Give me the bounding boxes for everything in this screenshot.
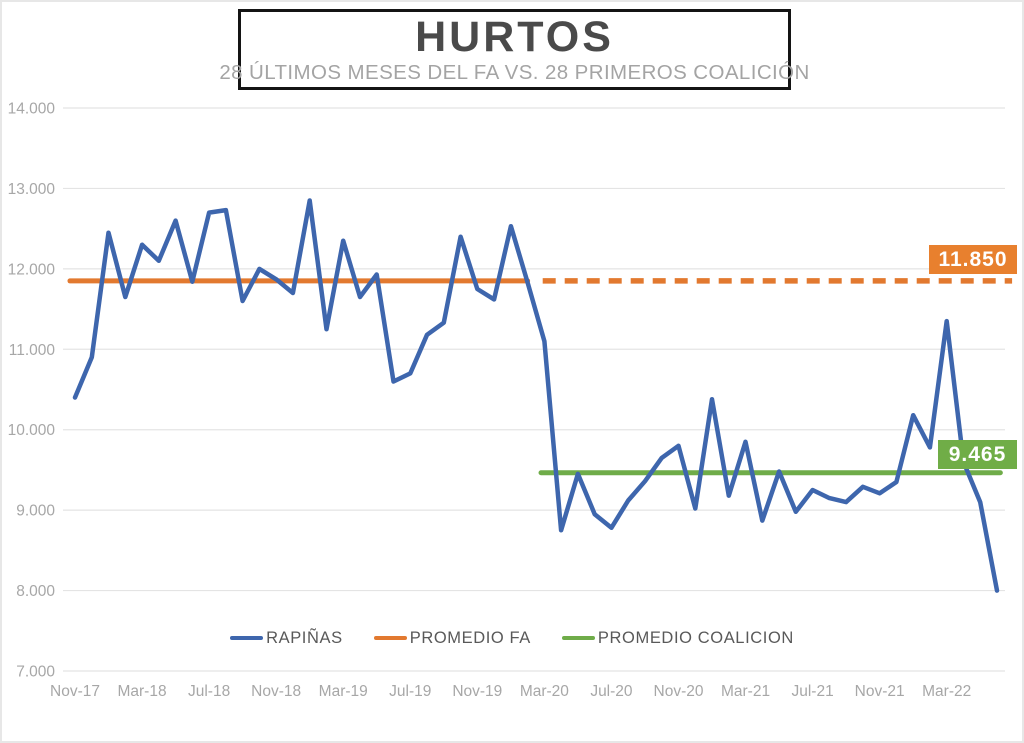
- y-axis-tick-13.000: 13.000: [8, 181, 56, 198]
- x-axis-tick-Jul-18: Jul-18: [188, 683, 230, 700]
- promedio-coalicion-line-swatch-icon: [561, 635, 595, 641]
- legend-label-promedio-coalicion: PROMEDIO COALICION: [597, 628, 794, 647]
- chart-subtitle: 28 ÚLTIMOS MESES DEL FA VS. 28 PRIMEROS …: [219, 61, 810, 84]
- y-axis-tick-10.000: 10.000: [8, 422, 56, 439]
- x-axis-tick-Nov-21: Nov-21: [855, 683, 905, 700]
- legend-item-promedio-fa: PROMEDIO FA: [373, 628, 531, 648]
- y-axis-tick-8.000: 8.000: [16, 583, 55, 600]
- promedio-coalicion-value-label: 9.465: [938, 440, 1017, 469]
- x-axis-tick-Nov-19: Nov-19: [452, 683, 502, 700]
- y-axis-tick-7.000: 7.000: [16, 664, 55, 681]
- y-axis-tick-9.000: 9.000: [16, 503, 55, 520]
- legend-label-promedio-fa: PROMEDIO FA: [409, 628, 531, 647]
- x-axis-tick-Jul-21: Jul-21: [791, 683, 833, 700]
- promedio-fa-line-swatch-icon: [373, 635, 407, 641]
- x-axis-tick-Mar-20: Mar-20: [520, 683, 569, 700]
- rapinas-line-swatch-icon: [230, 635, 264, 641]
- legend-label-rapinas: RAPIÑAS: [266, 628, 343, 647]
- x-axis-tick-Mar-19: Mar-19: [319, 683, 368, 700]
- x-axis-tick-Jul-20: Jul-20: [590, 683, 633, 700]
- chart-legend: RAPIÑAS PROMEDIO FA PROMEDIO COALICION: [0, 626, 1024, 650]
- x-axis-tick-Nov-20: Nov-20: [654, 683, 704, 700]
- x-axis-tick-Nov-18: Nov-18: [251, 683, 301, 700]
- chart-title: HURTOS: [415, 13, 614, 61]
- x-axis-tick-Mar-18: Mar-18: [117, 683, 166, 700]
- y-axis-tick-11.000: 11.000: [9, 342, 56, 359]
- x-axis-tick-Jul-19: Jul-19: [389, 683, 431, 700]
- legend-item-rapinas: RAPIÑAS: [230, 629, 343, 648]
- x-axis-tick-Mar-22: Mar-22: [922, 683, 971, 700]
- legend-item-promedio-coalicion: PROMEDIO COALICION: [561, 628, 794, 648]
- rapinas-series-line: [72, 198, 1000, 593]
- y-axis-tick-14.000: 14.000: [8, 101, 56, 118]
- chart-title-box: HURTOS 28 ÚLTIMOS MESES DEL FA VS. 28 PR…: [219, 9, 809, 90]
- x-axis-tick-Mar-21: Mar-21: [721, 683, 770, 700]
- x-axis-tick-Nov-17: Nov-17: [50, 683, 100, 700]
- y-axis-tick-12.000: 12.000: [8, 261, 56, 278]
- promedio-fa-value-label: 11.850: [929, 245, 1017, 274]
